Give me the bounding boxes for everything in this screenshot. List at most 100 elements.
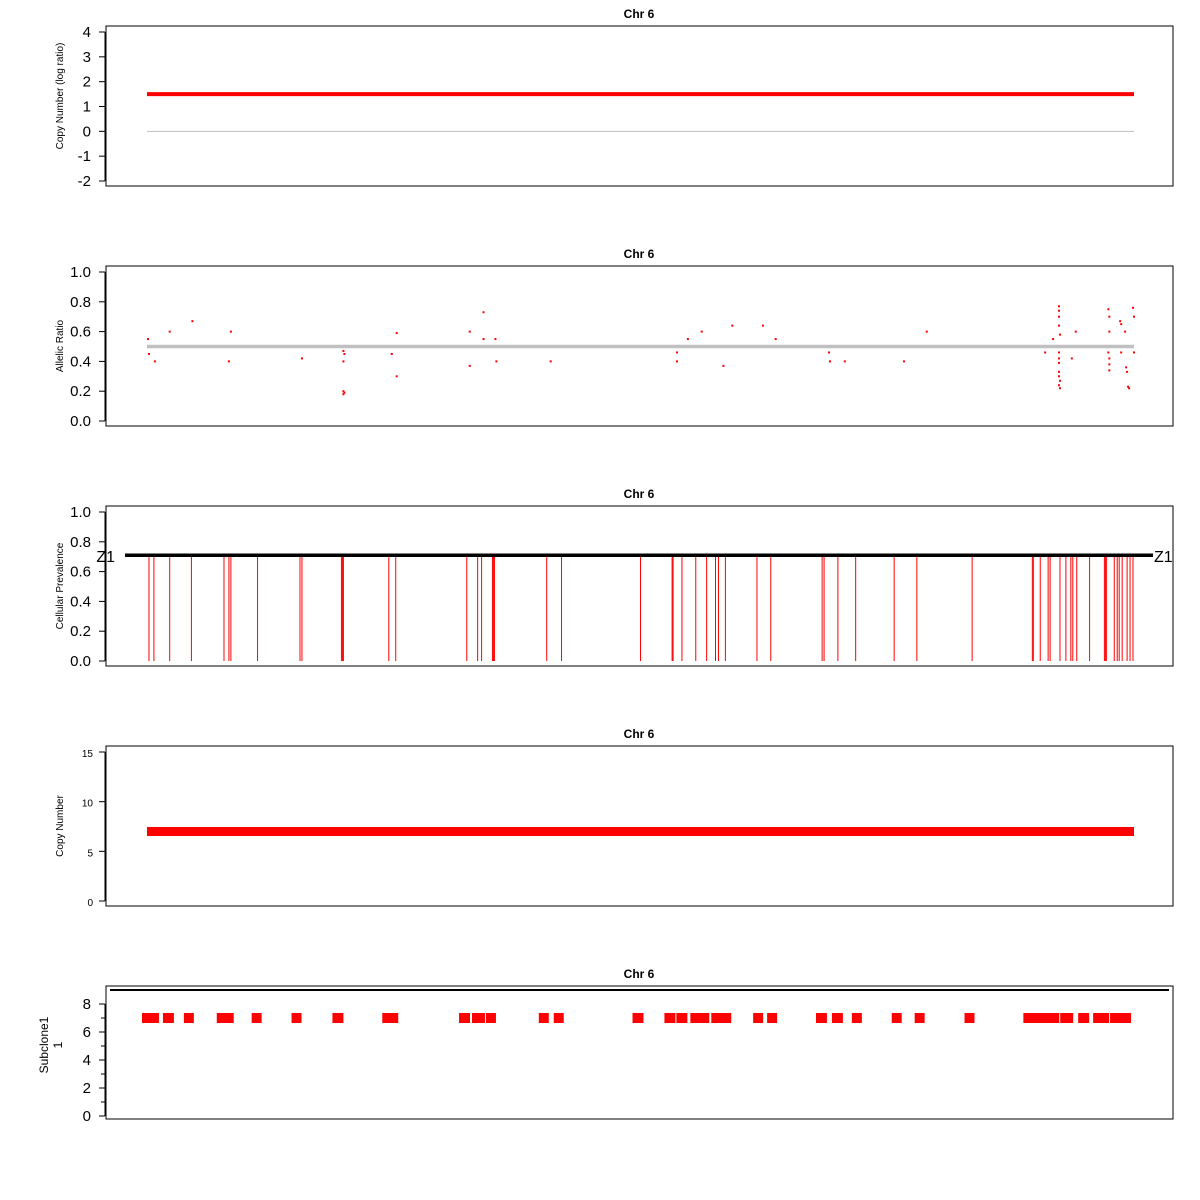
y-tick-label: 0.2: [70, 623, 91, 640]
allelic-ratio-point: [395, 332, 398, 335]
clone-label-right: Z1: [1154, 549, 1173, 566]
y-axis-title: Cellular Prevalence: [55, 542, 66, 629]
subclone-block: [664, 1013, 676, 1023]
subclone-block: [459, 1013, 471, 1023]
subclone-block: [183, 1013, 194, 1023]
allelic-ratio-point: [1057, 324, 1060, 327]
allelic-ratio-point: [829, 360, 832, 363]
y-tick-label: 0: [83, 1108, 91, 1125]
y-tick-label: 5: [87, 848, 93, 859]
allelic-ratio-point: [761, 324, 764, 327]
subclone-block: [711, 1013, 732, 1023]
y-tick-label: 2: [83, 1080, 91, 1097]
allelic-ratio-point: [1057, 361, 1060, 364]
allelic-ratio-point: [1120, 323, 1123, 326]
y-axis: 0 5 10 15: [82, 749, 106, 909]
allelic-ratio-point: [1058, 387, 1061, 390]
allelic-ratio-point: [1057, 357, 1060, 360]
allelic-ratio-point: [1057, 315, 1060, 318]
y-axis: 0 2 4 6 8: [83, 996, 106, 1125]
y-tick-label: 0: [87, 898, 93, 909]
allelic-ratio-point: [843, 360, 846, 363]
subclone-block: [1078, 1013, 1090, 1023]
clone-label-left: Z1: [96, 549, 115, 566]
allelic-ratio-point: [343, 391, 346, 394]
y-tick-label: 3: [83, 49, 91, 66]
allelic-ratio-point: [925, 330, 928, 333]
subclone-block: [964, 1013, 975, 1023]
allelic-ratio-point: [1108, 369, 1111, 372]
plot-marks: [110, 989, 1169, 1023]
panel-subclone: Chr 6 Subclone1 1 0 2 4 6 8: [37, 967, 1174, 1125]
allelic-ratio-point: [342, 390, 345, 393]
allelic-ratio-point: [1057, 351, 1060, 354]
allelic-ratio-point: [495, 360, 498, 363]
allelic-ratio-point: [1133, 351, 1135, 354]
allelic-ratio-point: [300, 357, 303, 360]
plot-frame: [105, 745, 1174, 907]
allelic-ratio-point: [342, 393, 345, 396]
allelic-ratio-point: [1058, 333, 1061, 336]
y-axis: 0.0 0.2 0.4 0.6 0.8 1.0: [70, 504, 106, 670]
allelic-ratio-point: [1057, 384, 1060, 387]
allelic-ratio-point: [1057, 309, 1060, 312]
allelic-ratio-point: [903, 360, 906, 363]
y-axis-title: Copy Number: [55, 794, 66, 856]
panel-copy-number: Chr 6 Copy Number 0 5 10 15: [55, 727, 1174, 909]
allelic-ratio-point: [153, 360, 156, 363]
y-tick-label: 1.0: [70, 504, 91, 521]
subclone-block: [291, 1013, 302, 1023]
subclone-block: [851, 1013, 862, 1023]
plot-frame: [105, 25, 1174, 187]
allelic-ratio-point: [549, 360, 552, 363]
subclone-block: [1093, 1013, 1110, 1023]
y-axis: 0.0 0.2 0.4 0.6 0.8 1.0: [70, 264, 106, 430]
allelic-ratio-point: [468, 364, 471, 367]
allelic-ratio-point: [147, 352, 150, 355]
allelic-ratio-point: [390, 352, 393, 355]
y-tick-label: -1: [78, 148, 91, 165]
allelic-ratio-point: [191, 320, 194, 323]
allelic-ratio-point: [1108, 363, 1111, 366]
allelic-ratio-point: [342, 360, 345, 363]
y-axis: -2 -1 0 1 2 3 4: [78, 24, 106, 190]
allelic-ratio-point: [468, 330, 471, 333]
allelic-ratio-point: [700, 330, 703, 333]
allelic-ratio-point: [1057, 370, 1060, 373]
subclone-block: [538, 1013, 549, 1023]
y-tick-label: 8: [83, 996, 91, 1013]
y-tick-label: 0.4: [70, 593, 91, 610]
subclone-block: [831, 1013, 843, 1023]
subclone-block: [382, 1013, 399, 1023]
subclone-block: [632, 1013, 644, 1023]
plot-marks: [147, 92, 1134, 132]
y-tick-label: 0.0: [70, 653, 91, 670]
subclone-block: [767, 1013, 778, 1023]
y-tick-label: 2: [83, 74, 91, 91]
allelic-ratio-point: [227, 360, 230, 363]
y-tick-label: 4: [83, 1052, 91, 1069]
y-tick-label: 6: [83, 1024, 91, 1041]
y-axis-title: Subclone1: [37, 1016, 51, 1073]
subclone-block: [1110, 1013, 1132, 1023]
panel-title: Chr 6: [624, 727, 655, 741]
panel-log-ratio: Chr 6 Copy Number (log ratio) -2 -1 0 1 2 3 4: [55, 7, 1174, 190]
y-tick-label: 0.6: [70, 324, 91, 341]
allelic-ratio-point: [1057, 305, 1060, 308]
allelic-ratio-point: [1125, 366, 1128, 369]
allelic-ratio-point: [828, 351, 831, 354]
plot-frame: [105, 505, 1174, 667]
allelic-ratio-point: [1107, 308, 1110, 311]
subclone-block: [1023, 1013, 1060, 1023]
allelic-ratio-point: [731, 324, 734, 327]
subclone-block: [1060, 1013, 1074, 1023]
subclone-block: [914, 1013, 925, 1023]
subclone-block: [485, 1013, 496, 1023]
y-tick-label: -2: [78, 173, 91, 190]
y-tick-label: 0.4: [70, 353, 91, 370]
subclone-block: [815, 1013, 827, 1023]
panel-title: Chr 6: [624, 7, 655, 21]
allelic-ratio-point: [1107, 351, 1110, 354]
allelic-ratio-point: [1044, 351, 1047, 354]
allelic-ratio-point: [1052, 338, 1055, 341]
